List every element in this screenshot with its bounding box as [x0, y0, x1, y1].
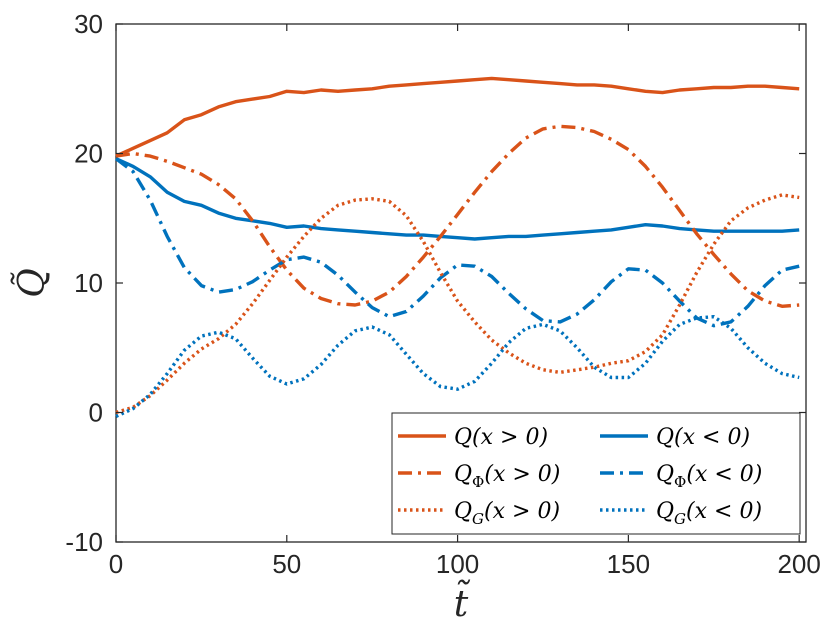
y-tick-label: -10 [65, 527, 103, 557]
x-axis-ticks: 0 50 100 150 200 [109, 24, 821, 579]
legend-label-main: Q [656, 462, 674, 487]
legend: Q(x > 0) Q(x < 0)QΦ(x > 0) QΦ(x < 0)QG(x >… [391, 412, 801, 535]
legend-label-arg: (x > 0) [472, 425, 548, 450]
y-tick-label: 20 [74, 139, 103, 169]
x-tick-label: 200 [777, 549, 820, 579]
series-line-0 [115, 76, 800, 158]
y-axis-label: Q̃ [11, 268, 53, 298]
legend-label-1: Q(x < 0) [656, 425, 750, 450]
y-tick-label: 0 [89, 398, 103, 428]
y-tick-label: 10 [74, 268, 103, 298]
legend-label-4: QG(x > 0) [454, 499, 560, 528]
legend-label-arg: (x < 0) [686, 462, 762, 487]
y-tick-label: 30 [74, 9, 103, 39]
legend-label-5: QG(x < 0) [656, 499, 762, 528]
series-layer [114, 76, 800, 418]
series-line-4 [115, 193, 800, 415]
x-tick-label: 100 [436, 549, 479, 579]
y-axis-ticks: -10 0 10 20 30 [65, 9, 806, 557]
series-line-3 [114, 157, 800, 328]
series-line-2 [115, 124, 800, 308]
x-tick-label: 150 [607, 549, 650, 579]
series-line-5 [115, 315, 800, 418]
legend-label-sub: G [472, 510, 484, 528]
x-axis-label: t̃ [454, 580, 471, 625]
legend-label-2: QΦ(x > 0) [454, 462, 560, 491]
legend-label-main: Q [454, 462, 472, 487]
legend-label-arg: (x < 0) [674, 425, 750, 450]
legend-label-0: Q(x > 0) [454, 425, 548, 450]
legend-box [391, 412, 801, 535]
series-line-1 [115, 157, 800, 241]
legend-label-main: Q [656, 425, 674, 450]
legend-label-arg: (x > 0) [484, 499, 560, 524]
legend-label-sub: Φ [674, 473, 686, 491]
legend-label-sub: Φ [472, 473, 484, 491]
x-tick-label: 0 [109, 549, 123, 579]
legend-label-3: QΦ(x < 0) [656, 462, 762, 491]
legend-label-main: Q [656, 499, 674, 524]
legend-label-main: Q [454, 499, 472, 524]
x-tick-label: 50 [272, 549, 301, 579]
legend-label-main: Q [454, 425, 472, 450]
legend-label-sub: G [674, 510, 686, 528]
legend-label-arg: (x < 0) [686, 499, 762, 524]
legend-label-arg: (x > 0) [484, 462, 560, 487]
